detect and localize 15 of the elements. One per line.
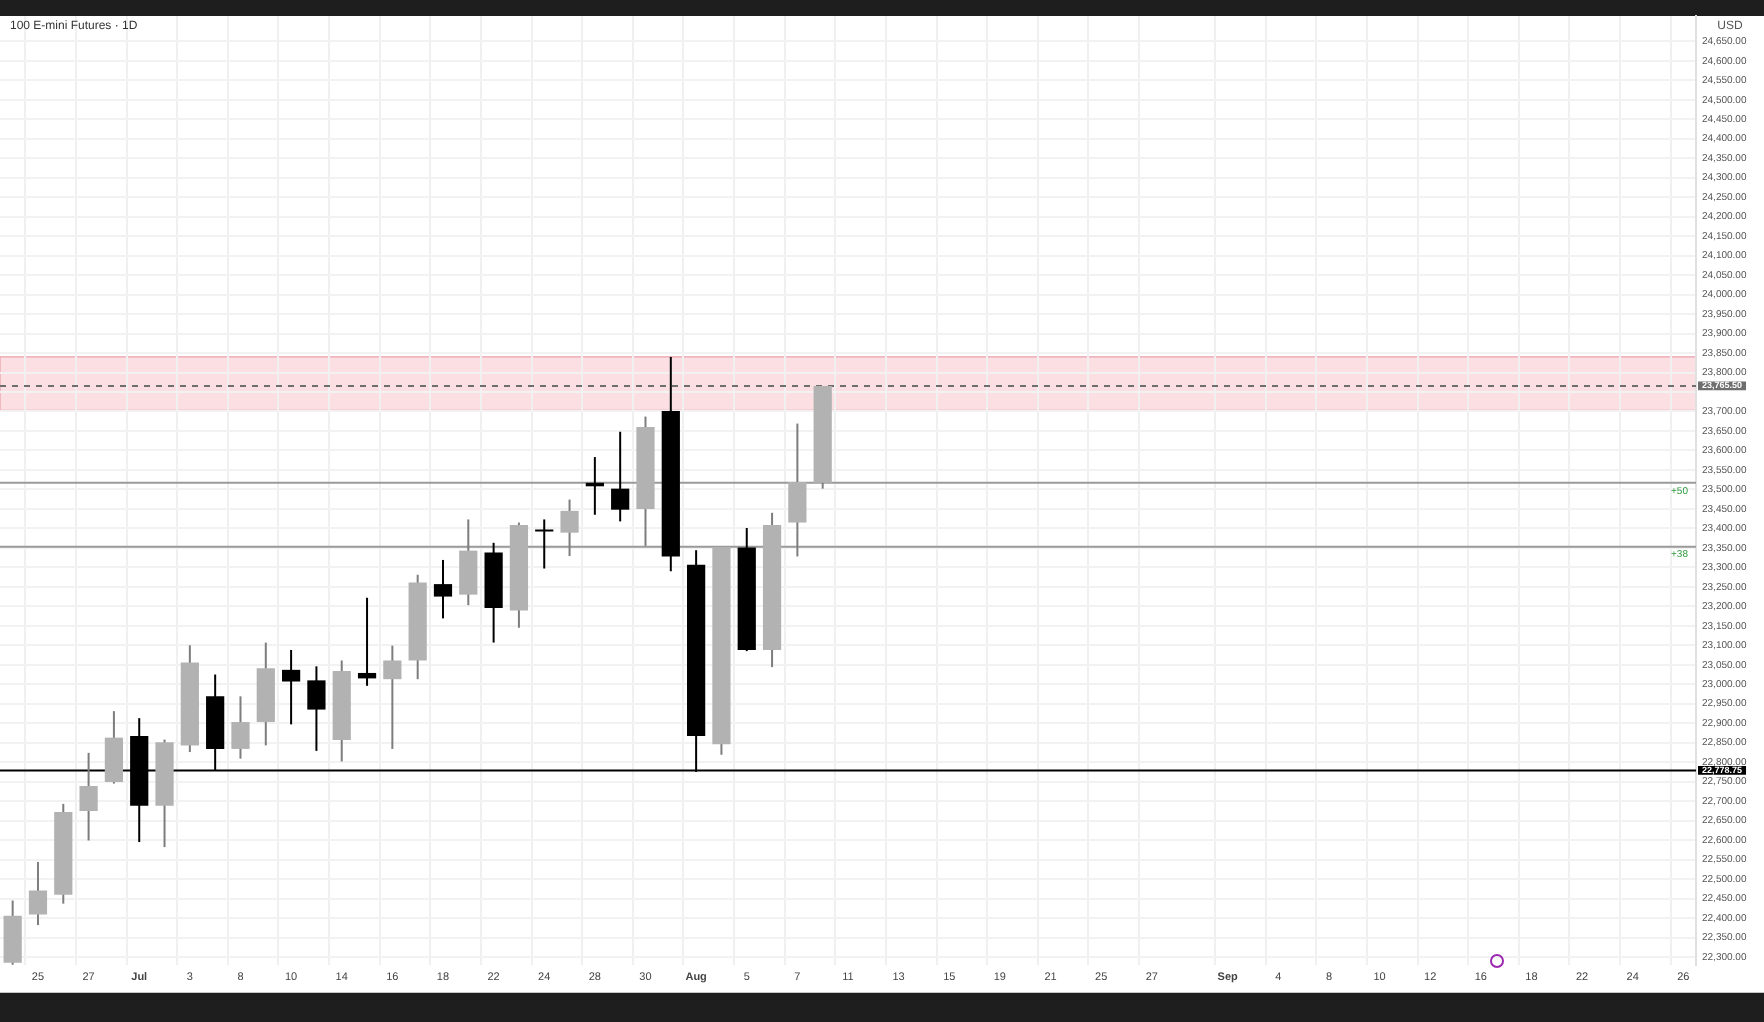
candlestick (560, 498, 579, 558)
candlestick (281, 648, 301, 726)
candlestick (357, 596, 377, 687)
candlestick (79, 751, 98, 842)
candlestick (28, 860, 48, 927)
candlestick (788, 422, 807, 558)
candlestick (307, 665, 326, 752)
candlestick (104, 710, 124, 785)
candlestick (3, 899, 22, 966)
candlestick (535, 518, 554, 570)
candlestick (459, 518, 478, 607)
candlestick (433, 558, 453, 620)
candlestick (231, 695, 250, 760)
candlestick (383, 644, 402, 750)
candlestick (611, 430, 630, 523)
